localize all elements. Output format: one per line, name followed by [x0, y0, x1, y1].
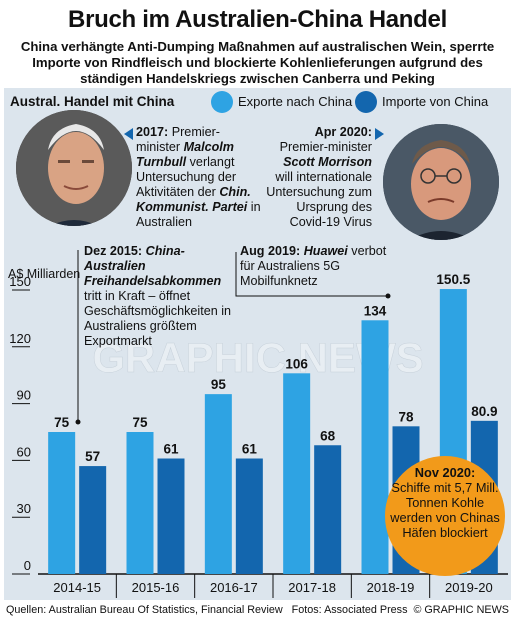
x-tick-label: 2017-18 [288, 580, 336, 595]
pointer-right-icon [375, 128, 384, 140]
legend-label-imports: Importe von China [382, 94, 489, 109]
footer-credit: © GRAPHIC NEWS [413, 604, 509, 616]
annotation-2017: 2017: Premier- minister Malcolm Turnbull… [136, 125, 261, 229]
data-label: 75 [132, 415, 148, 430]
y-tick-label: 60 [17, 444, 31, 459]
data-label: 75 [54, 415, 70, 430]
x-tick-label: 2014-15 [53, 580, 101, 595]
annotation-apr-2020: Apr 2020: Premier-minister Scott Morriso… [266, 125, 372, 229]
leader-2015-dot [75, 419, 81, 425]
legend-swatch-imports [355, 91, 377, 113]
annotation-dec-2015: Dez 2015: China-Australien Freihandelsab… [84, 244, 231, 348]
y-tick-label: 90 [17, 388, 31, 403]
data-label: 150.5 [436, 272, 470, 287]
portrait-morrison-icon [383, 124, 499, 240]
x-tick-label: 2018-19 [367, 580, 415, 595]
x-tick-label: 2019-20 [445, 580, 493, 595]
bar-exports [204, 394, 232, 574]
bar-imports [314, 445, 342, 574]
y-tick-label: 0 [24, 558, 31, 573]
bar-exports [283, 373, 311, 574]
page-subtitle: China verhängte Anti-Dumping Maßnahmen a… [20, 39, 495, 86]
portrait-turnbull-icon [16, 110, 132, 226]
leader-2019-dot [385, 293, 391, 299]
x-tick-label: 2015-16 [132, 580, 180, 595]
bar-exports [48, 432, 76, 574]
data-label: 106 [285, 356, 308, 371]
bar-exports [361, 320, 389, 574]
data-label: 134 [364, 303, 387, 318]
annotation-aug-2019: Aug 2019: Huawei verbot für Australiens … [240, 244, 387, 288]
data-label: 68 [320, 428, 336, 443]
bar-imports [157, 458, 185, 574]
bar-exports [126, 432, 154, 574]
bar-imports [79, 466, 107, 574]
y-tick-label: 120 [9, 331, 31, 346]
data-label: 80.9 [471, 404, 497, 419]
bar-imports [235, 458, 263, 574]
x-tick-label: 2016-17 [210, 580, 258, 595]
y-tick-label: 30 [17, 501, 31, 516]
panel-title: Austral. Handel mit China [10, 94, 175, 109]
data-label: 61 [163, 442, 179, 457]
page-title: Bruch im Australien-China Handel [68, 6, 447, 33]
legend-label-exports: Exporte nach China [238, 94, 353, 109]
y-axis-label: A$ Milliarden [8, 267, 80, 281]
y-tick-label: 150 [9, 274, 31, 289]
data-label: 57 [85, 449, 100, 464]
data-label: 78 [398, 409, 414, 424]
legend-swatch-exports [211, 91, 233, 113]
footer-sources: Quellen: Australian Bureau Of Statistics… [6, 604, 408, 616]
highlight-nov-2020: Nov 2020: Schiffe mit 5,7 Mill. Tonnen K… [385, 456, 505, 576]
leader-2019 [235, 252, 386, 297]
data-label: 95 [211, 377, 227, 392]
data-label: 61 [242, 442, 258, 457]
pointer-left-icon [124, 128, 133, 140]
